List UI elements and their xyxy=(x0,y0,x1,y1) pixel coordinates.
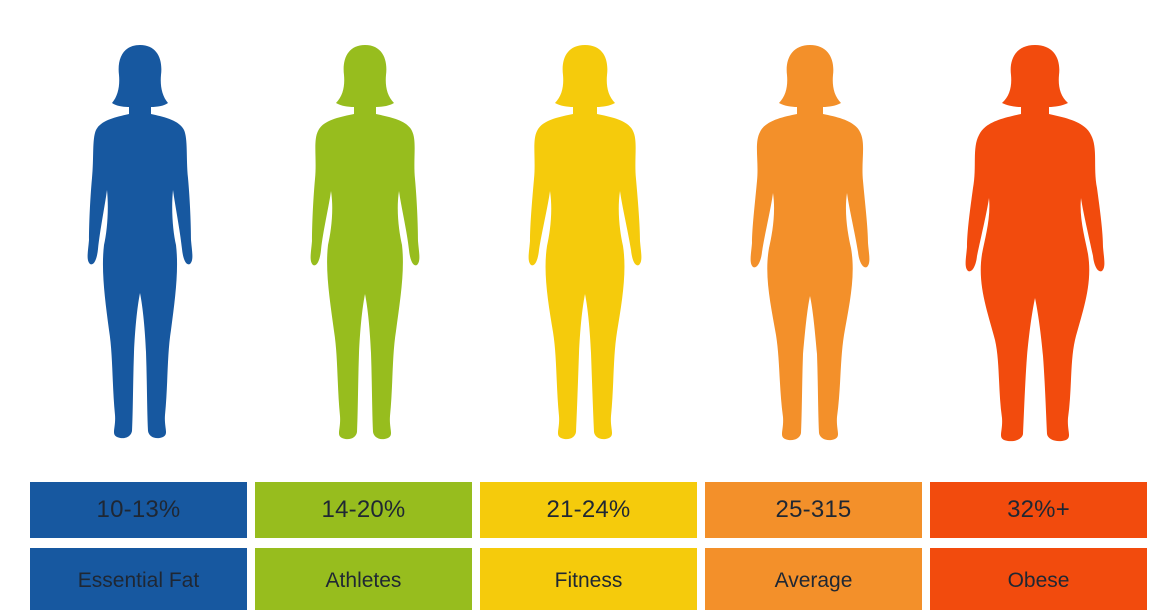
silhouette-athletes xyxy=(285,40,445,445)
woman-silhouette-icon xyxy=(528,45,642,440)
category-label-row: Essential Fat Athletes Fitness Average O… xyxy=(0,548,1155,610)
silhouette-fitness xyxy=(505,40,665,445)
woman-silhouette-icon xyxy=(750,45,870,441)
label-cell-fitness: Fitness xyxy=(480,548,697,610)
silhouette-essential-fat xyxy=(60,40,220,445)
silhouette-average xyxy=(730,40,890,445)
range-cell-essential-fat: 10-13% xyxy=(30,482,247,538)
label-cell-athletes: Athletes xyxy=(255,548,472,610)
fat-percentage-row: 10-13% 14-20% 21-24% 25-315 32%+ xyxy=(0,482,1155,538)
woman-silhouette-icon xyxy=(87,45,193,439)
label-cell-essential-fat: Essential Fat xyxy=(30,548,247,610)
body-silhouettes xyxy=(60,40,1115,445)
label-cell-obese: Obese xyxy=(930,548,1147,610)
label-cell-average: Average xyxy=(705,548,922,610)
range-cell-average: 25-315 xyxy=(705,482,922,538)
range-cell-athletes: 14-20% xyxy=(255,482,472,538)
woman-silhouette-icon xyxy=(965,45,1105,442)
range-cell-obese: 32%+ xyxy=(930,482,1147,538)
woman-silhouette-icon xyxy=(310,45,420,440)
range-cell-fitness: 21-24% xyxy=(480,482,697,538)
silhouette-obese xyxy=(955,40,1115,445)
